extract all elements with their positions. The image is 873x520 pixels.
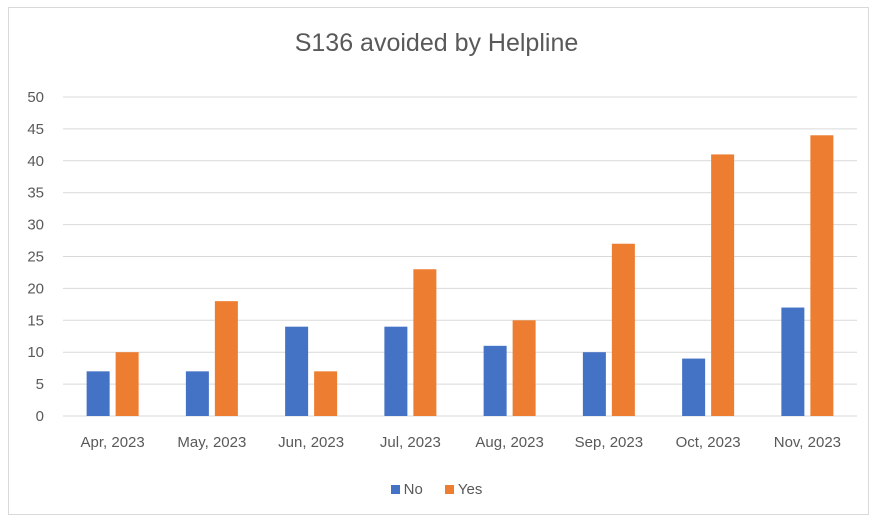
x-tick-label: Sep, 2023 xyxy=(575,434,643,451)
y-tick-label: 15 xyxy=(27,312,44,329)
bar-no xyxy=(781,307,805,416)
bar-yes xyxy=(611,243,635,416)
legend: No Yes xyxy=(0,481,873,498)
y-tick-label: 45 xyxy=(27,121,44,138)
x-axis-labels: Apr, 2023 May, 2023 Jun, 2023 Jul, 2023 Aug,… xyxy=(81,434,841,451)
bar-no xyxy=(582,352,606,416)
y-tick-label: 25 xyxy=(27,249,44,266)
bar-yes xyxy=(314,371,338,416)
x-tick-label: Aug, 2023 xyxy=(475,434,543,451)
bar-no xyxy=(285,326,309,416)
bar-yes xyxy=(512,320,536,416)
y-axis-labels: 0 5 10 15 20 25 30 35 40 45 50 xyxy=(27,89,44,425)
bar-yes xyxy=(214,301,238,416)
y-tick-label: 50 xyxy=(27,89,44,106)
legend-label-yes: Yes xyxy=(457,481,483,498)
x-tick-label: Nov, 2023 xyxy=(774,434,841,451)
bar-yes xyxy=(810,135,834,416)
x-tick-label: Jun, 2023 xyxy=(278,434,344,451)
legend-item-yes: Yes xyxy=(444,481,483,498)
chart-title: S136 avoided by Helpline xyxy=(294,29,579,57)
y-tick-label: 35 xyxy=(27,185,44,202)
y-tick-label: 30 xyxy=(27,217,44,234)
bar-no xyxy=(682,358,706,416)
bar-no xyxy=(384,326,408,416)
legend-item-no: No xyxy=(390,481,423,498)
bars xyxy=(86,135,834,417)
bar-no xyxy=(483,345,507,416)
x-tick-label: Oct, 2023 xyxy=(676,434,741,451)
x-tick-label: Apr, 2023 xyxy=(81,434,145,451)
bar-yes xyxy=(115,352,139,416)
y-tick-label: 40 xyxy=(27,153,44,170)
legend-swatch-no xyxy=(390,485,400,494)
bar-no xyxy=(185,371,209,416)
y-tick-label: 0 xyxy=(36,408,44,425)
bar-yes xyxy=(711,154,735,417)
gridlines xyxy=(63,96,857,417)
bar-yes xyxy=(413,269,437,416)
x-tick-label: Jul, 2023 xyxy=(380,434,441,451)
y-tick-label: 5 xyxy=(36,376,44,393)
x-tick-label: May, 2023 xyxy=(177,434,246,451)
bar-no xyxy=(86,371,110,416)
legend-label-no: No xyxy=(403,481,423,498)
y-tick-label: 20 xyxy=(27,280,44,297)
y-tick-label: 10 xyxy=(27,344,44,361)
legend-swatch-yes xyxy=(444,485,454,494)
